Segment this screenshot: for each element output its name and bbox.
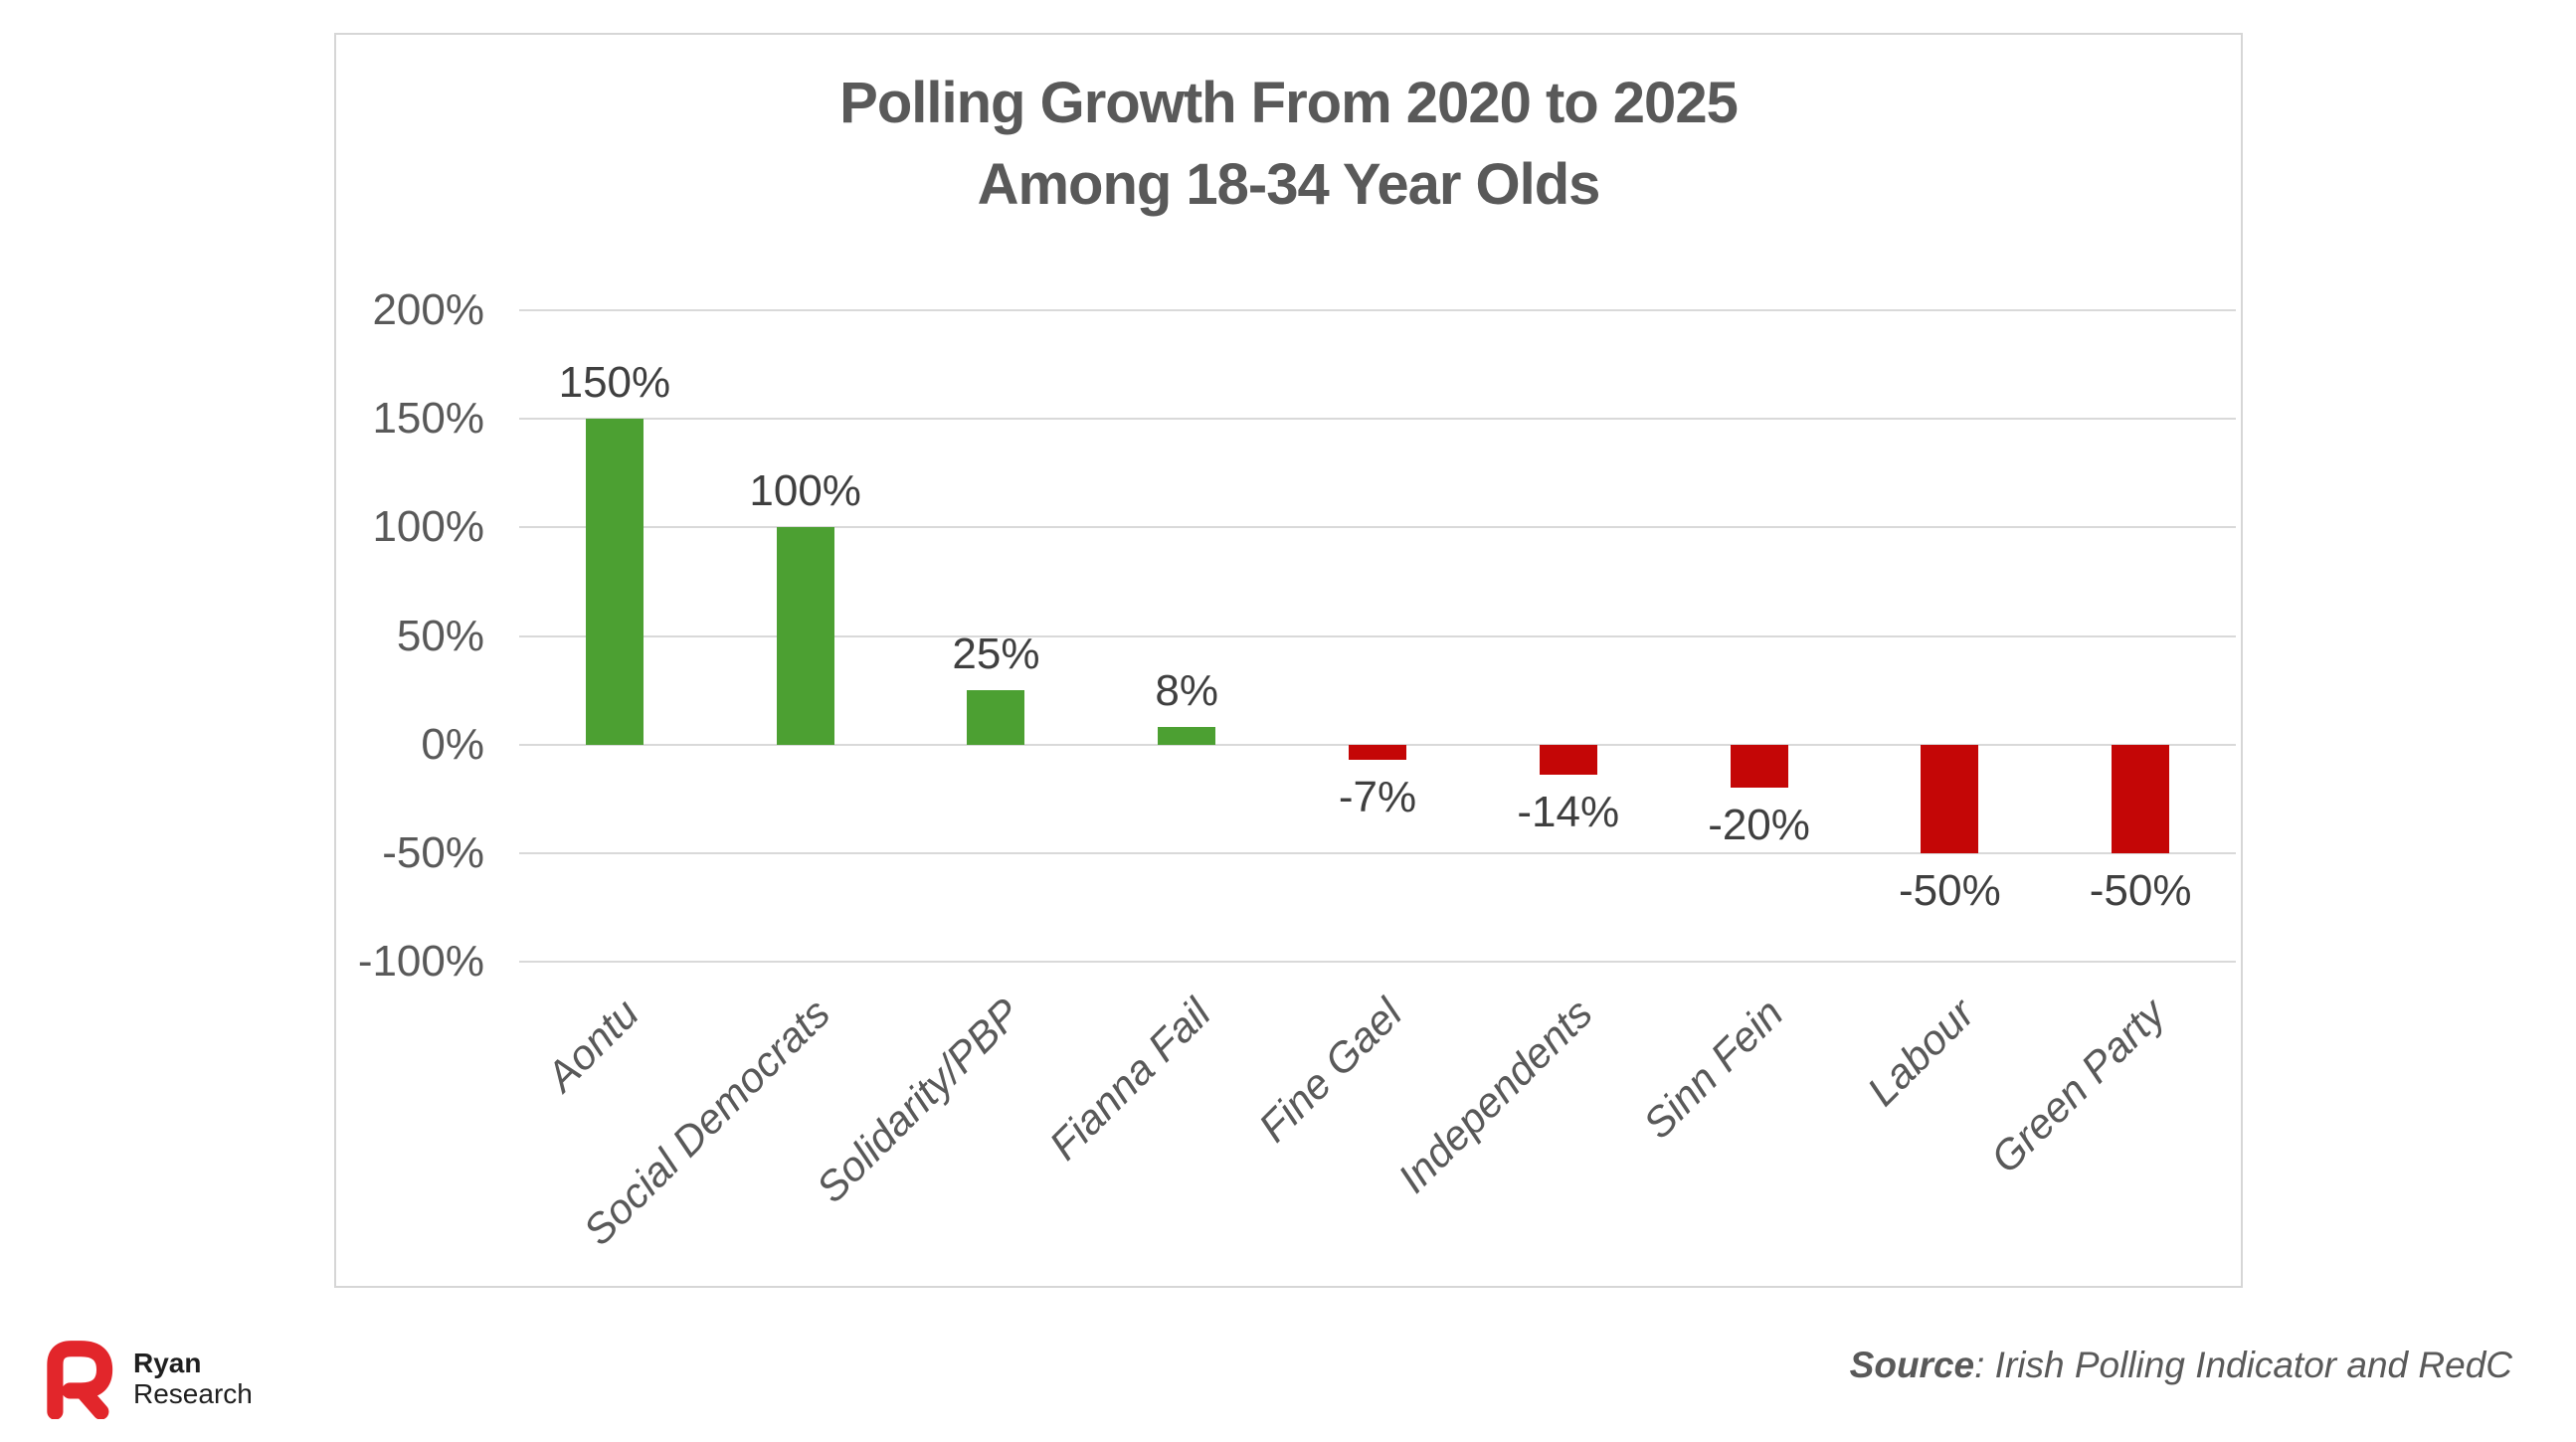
data-label-Labour: -50% xyxy=(1898,865,2001,915)
x-axis-label-Labour: Labour xyxy=(1857,990,1983,1115)
gridline-50% xyxy=(519,634,2236,637)
data-label-Green Party: -50% xyxy=(2089,865,2192,915)
bar-Solidarity/PBP xyxy=(967,690,1025,745)
data-label-Independents: -14% xyxy=(1517,788,1620,837)
x-axis-label-Solidarity/PBP: Solidarity/PBP xyxy=(807,990,1029,1212)
gridline-150% xyxy=(519,418,2236,421)
y-axis-tick-100%: 100% xyxy=(372,502,484,552)
gridline--50% xyxy=(519,851,2236,854)
x-axis-label-Sinn Fein: Sinn Fein xyxy=(1634,990,1792,1148)
source-label: Source xyxy=(1849,1345,1975,1385)
chart-title-line1: Polling Growth From 2020 to 2025 xyxy=(839,71,1739,135)
chart-frame: Polling Growth From 2020 to 2025 Among 1… xyxy=(334,33,2243,1288)
data-label-Sinn Fein: -20% xyxy=(1708,801,1810,850)
chart-title-line2: Among 18-34 Year Olds xyxy=(977,152,1601,218)
logo-line2: Research xyxy=(133,1378,253,1409)
logo-line1: Ryan xyxy=(133,1348,202,1378)
x-axis-label-Aontu: Aontu xyxy=(537,990,648,1100)
ryan-research-logo: Ryan Research xyxy=(40,1338,253,1419)
data-label-Fine Gael: -7% xyxy=(1338,772,1417,821)
logo-text: Ryan Research xyxy=(133,1348,253,1409)
chart-title: Polling Growth From 2020 to 2025 Among 1… xyxy=(336,63,2241,227)
plot-area: 200% 150% 100% 50% 0% -50% -100% 150% Aontu 100% S… xyxy=(358,285,2236,1254)
x-axis-label-Independents: Independents xyxy=(1388,990,1601,1202)
x-axis-label-Fianna Fail: Fianna Fail xyxy=(1040,990,1220,1170)
bar-Social Democrats xyxy=(776,527,834,745)
data-label-Solidarity/PBP: 25% xyxy=(952,630,1040,679)
x-axis-label-Green Party: Green Party xyxy=(1980,990,2174,1182)
bar-Independents xyxy=(1539,744,1597,776)
y-axis-tick-0%: 0% xyxy=(421,719,484,769)
source-note: Source: Irish Polling Indicator and RedC xyxy=(1850,1345,2512,1386)
y-axis-tick-150%: 150% xyxy=(372,394,484,444)
bar-Labour xyxy=(1921,744,1979,853)
y-axis-tick--50%: -50% xyxy=(382,827,484,877)
source-text: : Irish Polling Indicator and RedC xyxy=(1974,1345,2512,1385)
bar-Green Party xyxy=(2112,744,2170,853)
bar-Fianna Fail xyxy=(1158,727,1216,745)
ryan-research-r-icon xyxy=(47,1341,113,1419)
data-label-Social Democrats: 100% xyxy=(749,466,861,516)
gridline-100% xyxy=(519,526,2236,529)
y-axis-tick--100%: -100% xyxy=(357,937,484,986)
y-axis-tick-50%: 50% xyxy=(396,611,484,660)
data-label-Aontu: 150% xyxy=(558,358,671,408)
bar-Sinn Fein xyxy=(1730,744,1788,789)
data-label-Fianna Fail: 8% xyxy=(1155,666,1219,716)
gridline--100% xyxy=(519,961,2236,963)
bar-Aontu xyxy=(585,419,644,745)
y-axis-tick-200%: 200% xyxy=(372,285,484,334)
bar-Fine Gael xyxy=(1349,744,1406,760)
x-axis-label-Fine Gael: Fine Gael xyxy=(1249,990,1411,1151)
gridline-200% xyxy=(519,309,2236,311)
